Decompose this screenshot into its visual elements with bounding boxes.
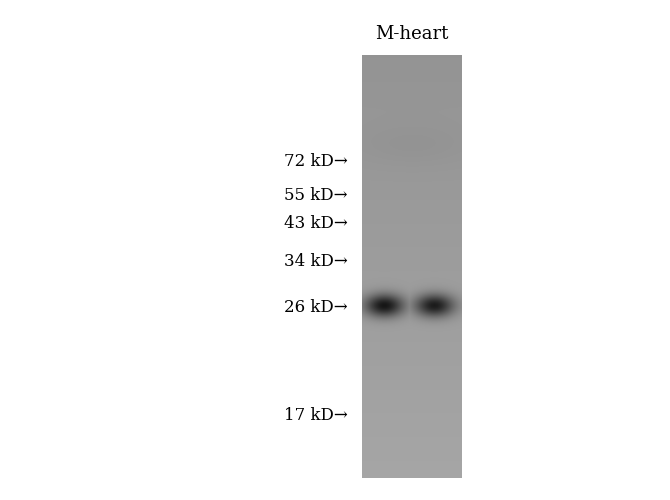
- Text: 34 kD→: 34 kD→: [284, 252, 348, 270]
- Text: 72 kD→: 72 kD→: [284, 154, 348, 170]
- Text: M-heart: M-heart: [375, 25, 449, 43]
- Text: 26 kD→: 26 kD→: [284, 300, 348, 316]
- Text: 43 kD→: 43 kD→: [284, 216, 348, 232]
- Text: 17 kD→: 17 kD→: [284, 406, 348, 424]
- Text: 55 kD→: 55 kD→: [285, 188, 348, 204]
